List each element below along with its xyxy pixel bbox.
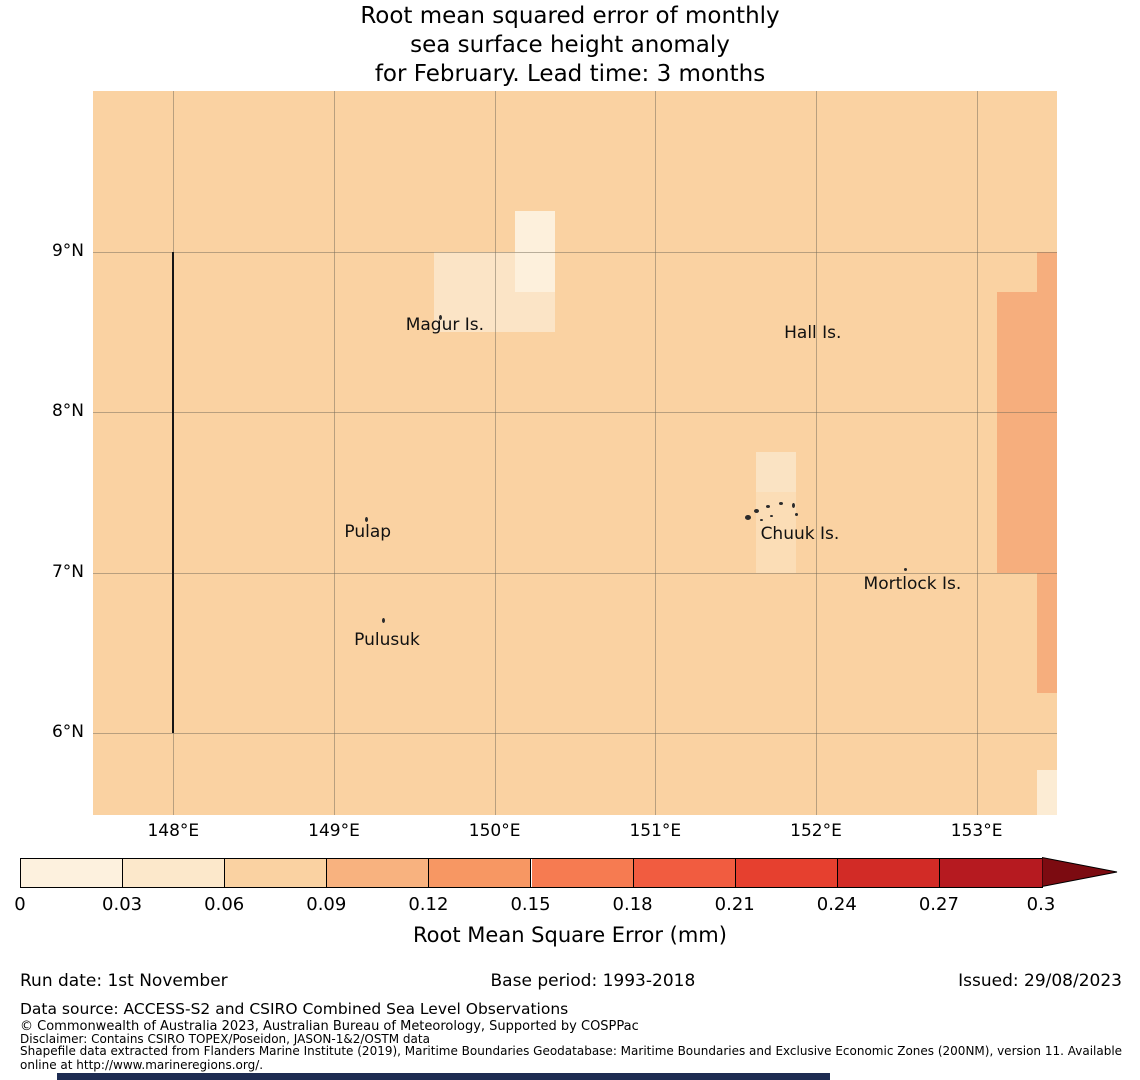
y-tick-label: 7°N — [51, 561, 84, 582]
colorbar-tick-label: 0.24 — [816, 894, 857, 915]
colorbar-tick-label: 0.06 — [204, 894, 245, 915]
colorbar-tick-label: 0.12 — [408, 894, 449, 915]
island-mark — [759, 518, 763, 521]
colorbar-tick-label: 0.15 — [510, 894, 551, 915]
y-tick-label: 8°N — [51, 401, 84, 422]
gridline-longitude — [494, 91, 496, 815]
island-mark — [382, 618, 386, 624]
colorbar-segment — [837, 859, 940, 887]
gridline-longitude — [655, 91, 657, 815]
island-mark — [364, 517, 368, 523]
run-date: Run date: 1st November — [20, 971, 228, 991]
chart-title: Root mean squared error of monthly sea s… — [0, 2, 1140, 89]
eez-boundary-line — [172, 251, 175, 734]
colorbar-segment — [939, 859, 1042, 887]
heatmap-cell — [1036, 572, 1057, 693]
x-tick-label: 153°E — [950, 821, 1003, 841]
island-mark — [795, 513, 799, 517]
disclaimer: Disclaimer: Contains CSIRO TOPEX/Poseido… — [20, 1032, 430, 1046]
heatmap-cell — [755, 452, 796, 493]
colorbar-tick-label: 0.27 — [918, 894, 959, 915]
island-label: Mortlock Is. — [863, 573, 962, 594]
colorbar-tick-label: 0.18 — [612, 894, 653, 915]
footer-row: Run date: 1st November Base period: 1993… — [20, 971, 1122, 991]
y-tick-label: 6°N — [51, 722, 84, 743]
colorbar-tick-label: 0.3 — [1026, 894, 1056, 915]
colorbar-segment — [633, 859, 736, 887]
heatmap-cell — [755, 492, 796, 573]
gridline-longitude — [976, 91, 978, 815]
island-mark — [744, 514, 751, 520]
colorbar-segment — [735, 859, 838, 887]
title-line-3: for February. Lead time: 3 months — [374, 61, 766, 87]
island-mark — [792, 502, 795, 508]
x-tick-label: 150°E — [468, 821, 521, 841]
issued-date: Issued: 29/08/2023 — [958, 971, 1122, 991]
x-tick-label: 149°E — [308, 821, 360, 841]
colorbar-extend-arrow — [1042, 857, 1118, 887]
gridline-latitude — [93, 572, 1057, 574]
island-mark — [769, 515, 773, 518]
base-period: Base period: 1993-2018 — [490, 971, 696, 991]
gridline-latitude — [93, 733, 1057, 735]
island-mark — [754, 508, 760, 513]
colorbar-segment — [123, 859, 226, 887]
colorbar-segment — [21, 859, 124, 887]
heatmap-cell — [1036, 770, 1057, 815]
colorbar-tick-label: 0 — [14, 894, 26, 915]
island-label: Pulap — [344, 522, 392, 543]
gridline-longitude — [334, 91, 335, 815]
island-label: Chuuk Is. — [760, 524, 840, 545]
heatmap-cell — [996, 291, 1057, 573]
colorbar-segment — [531, 859, 634, 887]
footer-banner-bar — [57, 1073, 830, 1080]
gridline-latitude — [93, 251, 1057, 253]
island-mark — [778, 502, 783, 506]
x-tick-label: 151°E — [629, 821, 682, 841]
data-source: Data source: ACCESS-S2 and CSIRO Combine… — [20, 1000, 569, 1018]
island-mark — [438, 314, 442, 320]
island-label: Hall Is. — [784, 323, 842, 344]
colorbar-tick-label: 0.09 — [306, 894, 347, 915]
x-tick-label: 152°E — [790, 821, 842, 841]
shapefile-attribution: Shapefile data extracted from Flanders M… — [20, 1044, 1123, 1073]
colorbar-tick-label: 0.21 — [714, 894, 755, 915]
y-tick-label: 9°N — [51, 240, 84, 261]
heatmap-cell — [514, 211, 555, 292]
map-plot-area: Magur Is. Hall Is. Pulap Chuuk Is. Mortlock … — [93, 91, 1057, 815]
colorbar-label: Root Mean Square Error (mm) — [413, 923, 727, 947]
colorbar-tick-label: 0.03 — [102, 894, 143, 915]
x-tick-label: 148°E — [147, 821, 200, 841]
gridline-latitude — [93, 412, 1057, 414]
island-label: Pulusuk — [354, 630, 420, 651]
colorbar-segment — [225, 859, 328, 887]
heatmap-cell — [1036, 251, 1057, 292]
title-line-1: Root mean squared error of monthly — [360, 3, 780, 29]
island-mark — [904, 567, 908, 571]
colorbar-segment — [429, 859, 532, 887]
island-label: Magur Is. — [405, 315, 485, 336]
colorbar-segment — [327, 859, 430, 887]
copyright-notice: © Commonwealth of Australia 2023, Austra… — [20, 1019, 639, 1034]
gridline-longitude — [816, 91, 817, 815]
title-line-2: sea surface height anomaly — [410, 32, 730, 58]
colorbar — [20, 858, 1043, 888]
island-mark — [765, 505, 770, 509]
